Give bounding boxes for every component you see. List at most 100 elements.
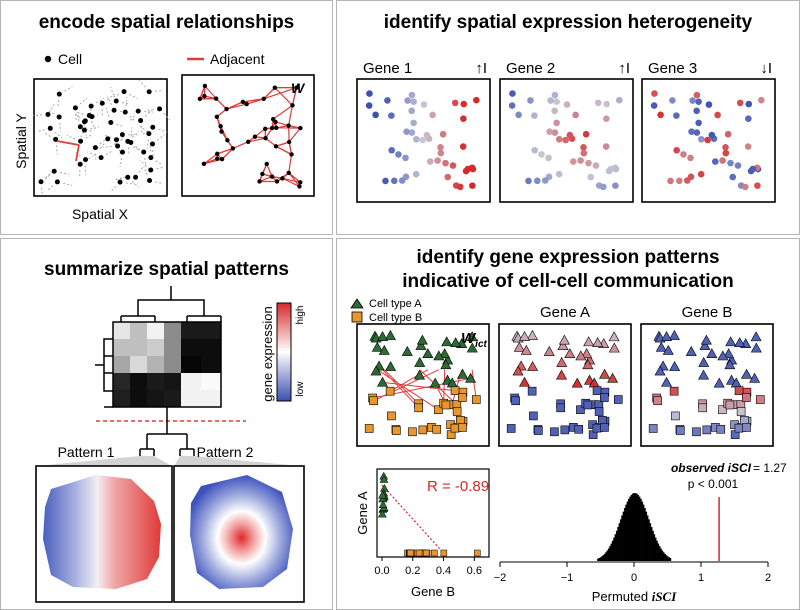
cell-type-a-point <box>377 331 389 341</box>
hist-bar <box>652 530 654 561</box>
heatmap-cell <box>201 390 221 407</box>
heatmap-cell <box>181 373 201 390</box>
gene-a-point <box>527 361 539 371</box>
adjacency-edge <box>221 147 234 160</box>
legend-cell-type-a: Cell type A <box>369 298 422 310</box>
gene-point <box>669 97 676 104</box>
gene-point <box>724 130 732 138</box>
adjacency-edge <box>274 87 293 106</box>
voronoi-edge <box>50 102 56 110</box>
voronoi-edge <box>45 171 53 179</box>
hist-bar <box>668 557 670 561</box>
gene-a-point <box>550 427 559 437</box>
hist-bar <box>642 504 645 561</box>
gene-point <box>437 149 445 157</box>
gene-point <box>602 143 610 150</box>
hist-bar <box>601 556 603 561</box>
voronoi-edge <box>55 145 58 155</box>
adjacency-edge <box>226 101 244 110</box>
gene-point <box>651 90 658 97</box>
voronoi-edge <box>130 127 133 137</box>
correlation-point-a <box>378 500 388 509</box>
cell-point <box>81 127 87 133</box>
gene-point <box>426 158 434 165</box>
legend-cell-type-b: Cell type B <box>369 312 422 324</box>
cell-type-a-point <box>378 344 390 355</box>
heatmap-cell <box>147 356 164 373</box>
graph-node <box>225 138 230 143</box>
hist-bar <box>650 527 653 561</box>
graph-node <box>218 124 223 129</box>
gene1-label: Gene 1 <box>363 60 412 77</box>
cell-point <box>92 145 98 151</box>
gene-point <box>538 151 545 158</box>
adjacency-edge <box>288 172 300 187</box>
hist-bar <box>623 508 626 561</box>
cell-type-a-point <box>414 369 426 380</box>
voronoi-edge <box>90 126 100 130</box>
gene-point <box>758 96 765 104</box>
gene-point <box>693 129 701 136</box>
adjacency-edge <box>248 137 266 143</box>
gene-a-point <box>581 348 593 359</box>
cell-point <box>119 132 125 138</box>
gene-point <box>533 177 541 185</box>
voronoi-edge <box>139 159 147 167</box>
voronoi-edge <box>131 180 140 188</box>
colorbar <box>276 302 292 402</box>
axis-x-label: Spatial X <box>72 206 129 222</box>
communication-svg: Cell type A Cell type B Wict Gene A Gene… <box>350 298 787 604</box>
x-tick-label: 1 <box>698 572 704 584</box>
gene-b-point <box>661 376 673 387</box>
legend-adjacent-label: Adjacent <box>210 51 265 67</box>
cell-point <box>77 124 83 130</box>
gene-a-point <box>556 403 565 413</box>
gene-point <box>603 100 611 108</box>
voronoi-edge <box>76 111 80 121</box>
cell-point <box>56 91 62 97</box>
gene-b-point <box>700 334 712 345</box>
gene-b-point <box>725 336 737 347</box>
hist-bar <box>648 519 650 561</box>
hist-bar <box>646 515 649 561</box>
heatmap-cell <box>164 339 181 356</box>
gene-b-point <box>648 424 658 433</box>
voronoi-edge <box>107 96 112 106</box>
spatial-graph-svg: Cell Adjacent W Spatial Y Spatial X <box>13 51 315 222</box>
p-value: p < 0.001 <box>688 477 739 491</box>
graph-node <box>269 125 275 131</box>
graph-node <box>280 176 285 181</box>
gene-b-point <box>755 395 765 404</box>
gene-a-point <box>571 377 583 388</box>
hist-bar <box>645 511 648 561</box>
cell-point <box>128 139 134 145</box>
gene-point <box>429 111 436 119</box>
hist-bar <box>599 557 602 561</box>
voronoi-edge <box>36 129 45 133</box>
interaction-edge <box>377 369 439 411</box>
panel-encode-spatial: encode spatial relationships Cell Adjace… <box>0 0 333 235</box>
gene-point <box>680 151 687 158</box>
panel-title-line1: identify gene expression patterns <box>416 247 720 268</box>
observed-value: = 1.27 <box>753 461 787 475</box>
gene-point <box>616 96 623 104</box>
pattern1-label: Pattern 1 <box>58 444 115 460</box>
gene-point <box>410 119 417 127</box>
gene-point <box>711 158 719 165</box>
cell-point <box>111 107 117 113</box>
gene-point <box>650 102 658 109</box>
gene-point <box>439 130 447 138</box>
cell-type-b-point <box>387 411 396 421</box>
cell-type-a-point <box>384 329 396 340</box>
gene-point <box>585 159 592 167</box>
cell-point <box>150 124 156 130</box>
voronoi-edge <box>43 132 51 137</box>
graph-node <box>269 174 275 179</box>
gene-point <box>388 112 395 119</box>
gene-point <box>698 135 705 143</box>
gene-point <box>566 131 574 139</box>
gene-point <box>408 91 416 99</box>
panel-title: summarize spatial patterns <box>44 259 289 280</box>
gene-point <box>390 177 398 185</box>
voronoi-edge <box>85 128 94 133</box>
